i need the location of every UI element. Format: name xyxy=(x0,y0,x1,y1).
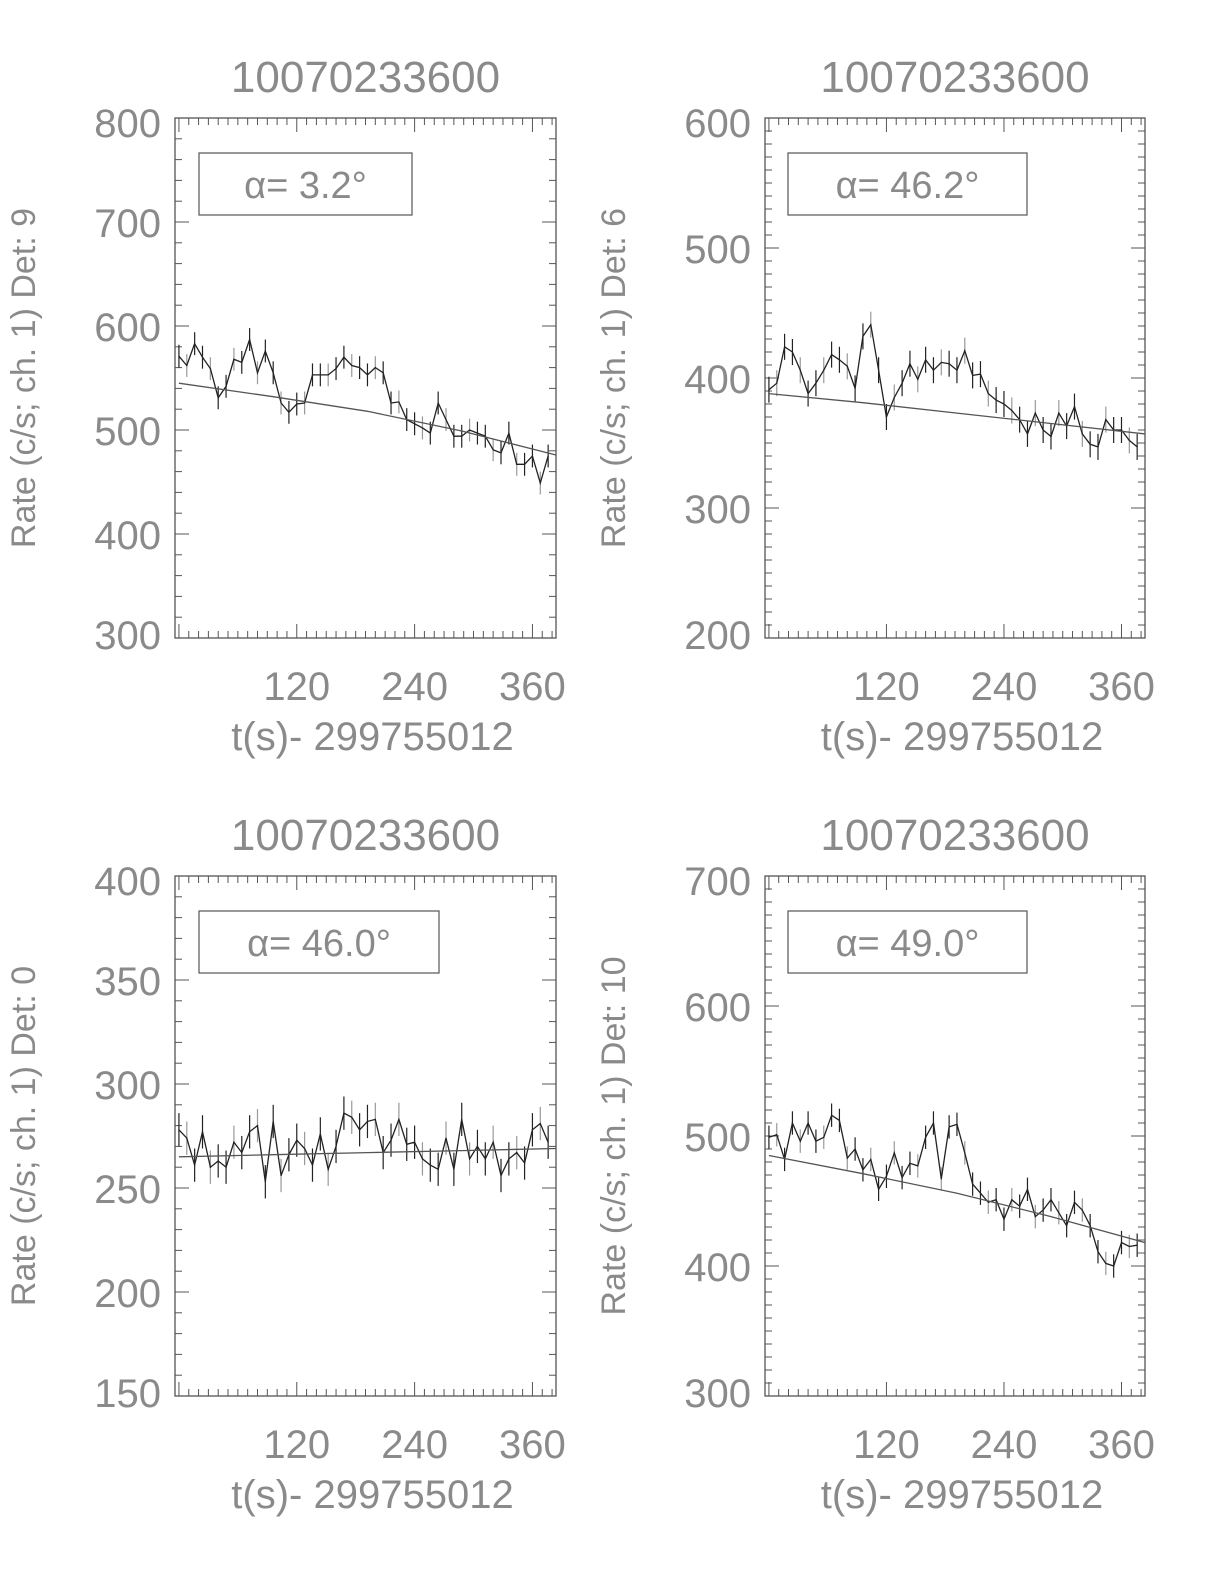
y-tick-label: 500 xyxy=(684,1116,751,1160)
x-tick-label: 360 xyxy=(499,665,566,709)
y-tick-label: 200 xyxy=(684,614,751,658)
y-tick-label: 200 xyxy=(94,1272,161,1316)
y-tick-label: 300 xyxy=(94,614,161,658)
y-tick-label: 300 xyxy=(684,488,751,532)
data-line xyxy=(768,322,1138,448)
y-axis-label: Rate (c/s; ch. 1) Det: 6 xyxy=(595,208,633,548)
y-tick-label: 400 xyxy=(684,1246,751,1290)
x-tick-label: 240 xyxy=(381,1423,448,1467)
fit-curve xyxy=(178,1147,557,1158)
chart-title: 10070233600 xyxy=(231,811,500,860)
chart-title: 10070233600 xyxy=(231,53,500,102)
y-tick-label: 600 xyxy=(94,306,161,350)
x-tick-label: 360 xyxy=(499,1423,566,1467)
y-tick-label: 600 xyxy=(684,102,751,146)
fit-curve xyxy=(178,382,557,456)
x-tick-label: 120 xyxy=(263,665,330,709)
x-tick-label: 120 xyxy=(263,1423,330,1467)
y-tick-label: 350 xyxy=(94,960,161,1004)
panel-1: 10070233600 Rate (c/s; ch. 1) Det: 9 t(s)-… xyxy=(5,53,566,759)
panel-4: 10070233600 Rate (c/s; ch. 1) Det: 10 t(s)… xyxy=(595,811,1155,1517)
x-tick-label: 240 xyxy=(971,665,1038,709)
y-tick-label: 300 xyxy=(684,1372,751,1416)
annotation-text: α= 46.0° xyxy=(247,923,391,965)
x-tick-label: 240 xyxy=(381,665,448,709)
y-axis-label: Rate (c/s; ch. 1) Det: 10 xyxy=(595,956,633,1315)
annotation-box xyxy=(787,152,1028,216)
data-line xyxy=(768,1114,1138,1267)
panel-2: 10070233600 Rate (c/s; ch. 1) Det: 6 t(s)-… xyxy=(595,53,1155,759)
fit-curve xyxy=(768,1154,1146,1244)
chart-title: 10070233600 xyxy=(820,811,1089,860)
annotation-box xyxy=(787,910,1028,974)
data-line xyxy=(178,337,549,486)
data-line xyxy=(178,1112,549,1182)
panel-3: 10070233600 Rate (c/s; ch. 1) Det: 0 t(s)-… xyxy=(5,811,566,1517)
x-axis-label: t(s)- 299755012 xyxy=(231,715,513,759)
annotation-text: α= 3.2° xyxy=(244,165,367,207)
y-axis-label: Rate (c/s; ch. 1) Det: 9 xyxy=(5,208,43,548)
x-tick-label: 360 xyxy=(1088,1423,1155,1467)
annotation-box xyxy=(198,152,413,216)
y-tick-label: 300 xyxy=(94,1064,161,1108)
y-tick-label: 800 xyxy=(94,102,161,146)
x-tick-label: 120 xyxy=(853,665,920,709)
y-tick-label: 600 xyxy=(684,986,751,1030)
y-tick-label: 700 xyxy=(94,202,161,246)
annotation-text: α= 49.0° xyxy=(836,923,980,965)
y-tick-label: 500 xyxy=(684,228,751,272)
x-axis-label: t(s)- 299755012 xyxy=(821,1473,1103,1517)
y-tick-label: 400 xyxy=(94,514,161,558)
x-tick-label: 360 xyxy=(1088,665,1155,709)
chart-title: 10070233600 xyxy=(820,53,1089,102)
y-tick-label: 500 xyxy=(94,410,161,454)
y-tick-label: 400 xyxy=(684,358,751,402)
annotation-text: α= 46.2° xyxy=(836,165,980,207)
y-tick-label: 150 xyxy=(94,1372,161,1416)
y-tick-label: 400 xyxy=(94,860,161,904)
y-tick-label: 250 xyxy=(94,1168,161,1212)
fit-curve xyxy=(768,392,1146,435)
annotation-box xyxy=(198,910,440,974)
x-tick-label: 120 xyxy=(853,1423,920,1467)
x-axis-label: t(s)- 299755012 xyxy=(231,1473,513,1517)
y-tick-label: 700 xyxy=(684,860,751,904)
y-axis-label: Rate (c/s; ch. 1) Det: 0 xyxy=(5,966,43,1306)
x-tick-label: 240 xyxy=(971,1423,1038,1467)
x-axis-label: t(s)- 299755012 xyxy=(821,715,1103,759)
